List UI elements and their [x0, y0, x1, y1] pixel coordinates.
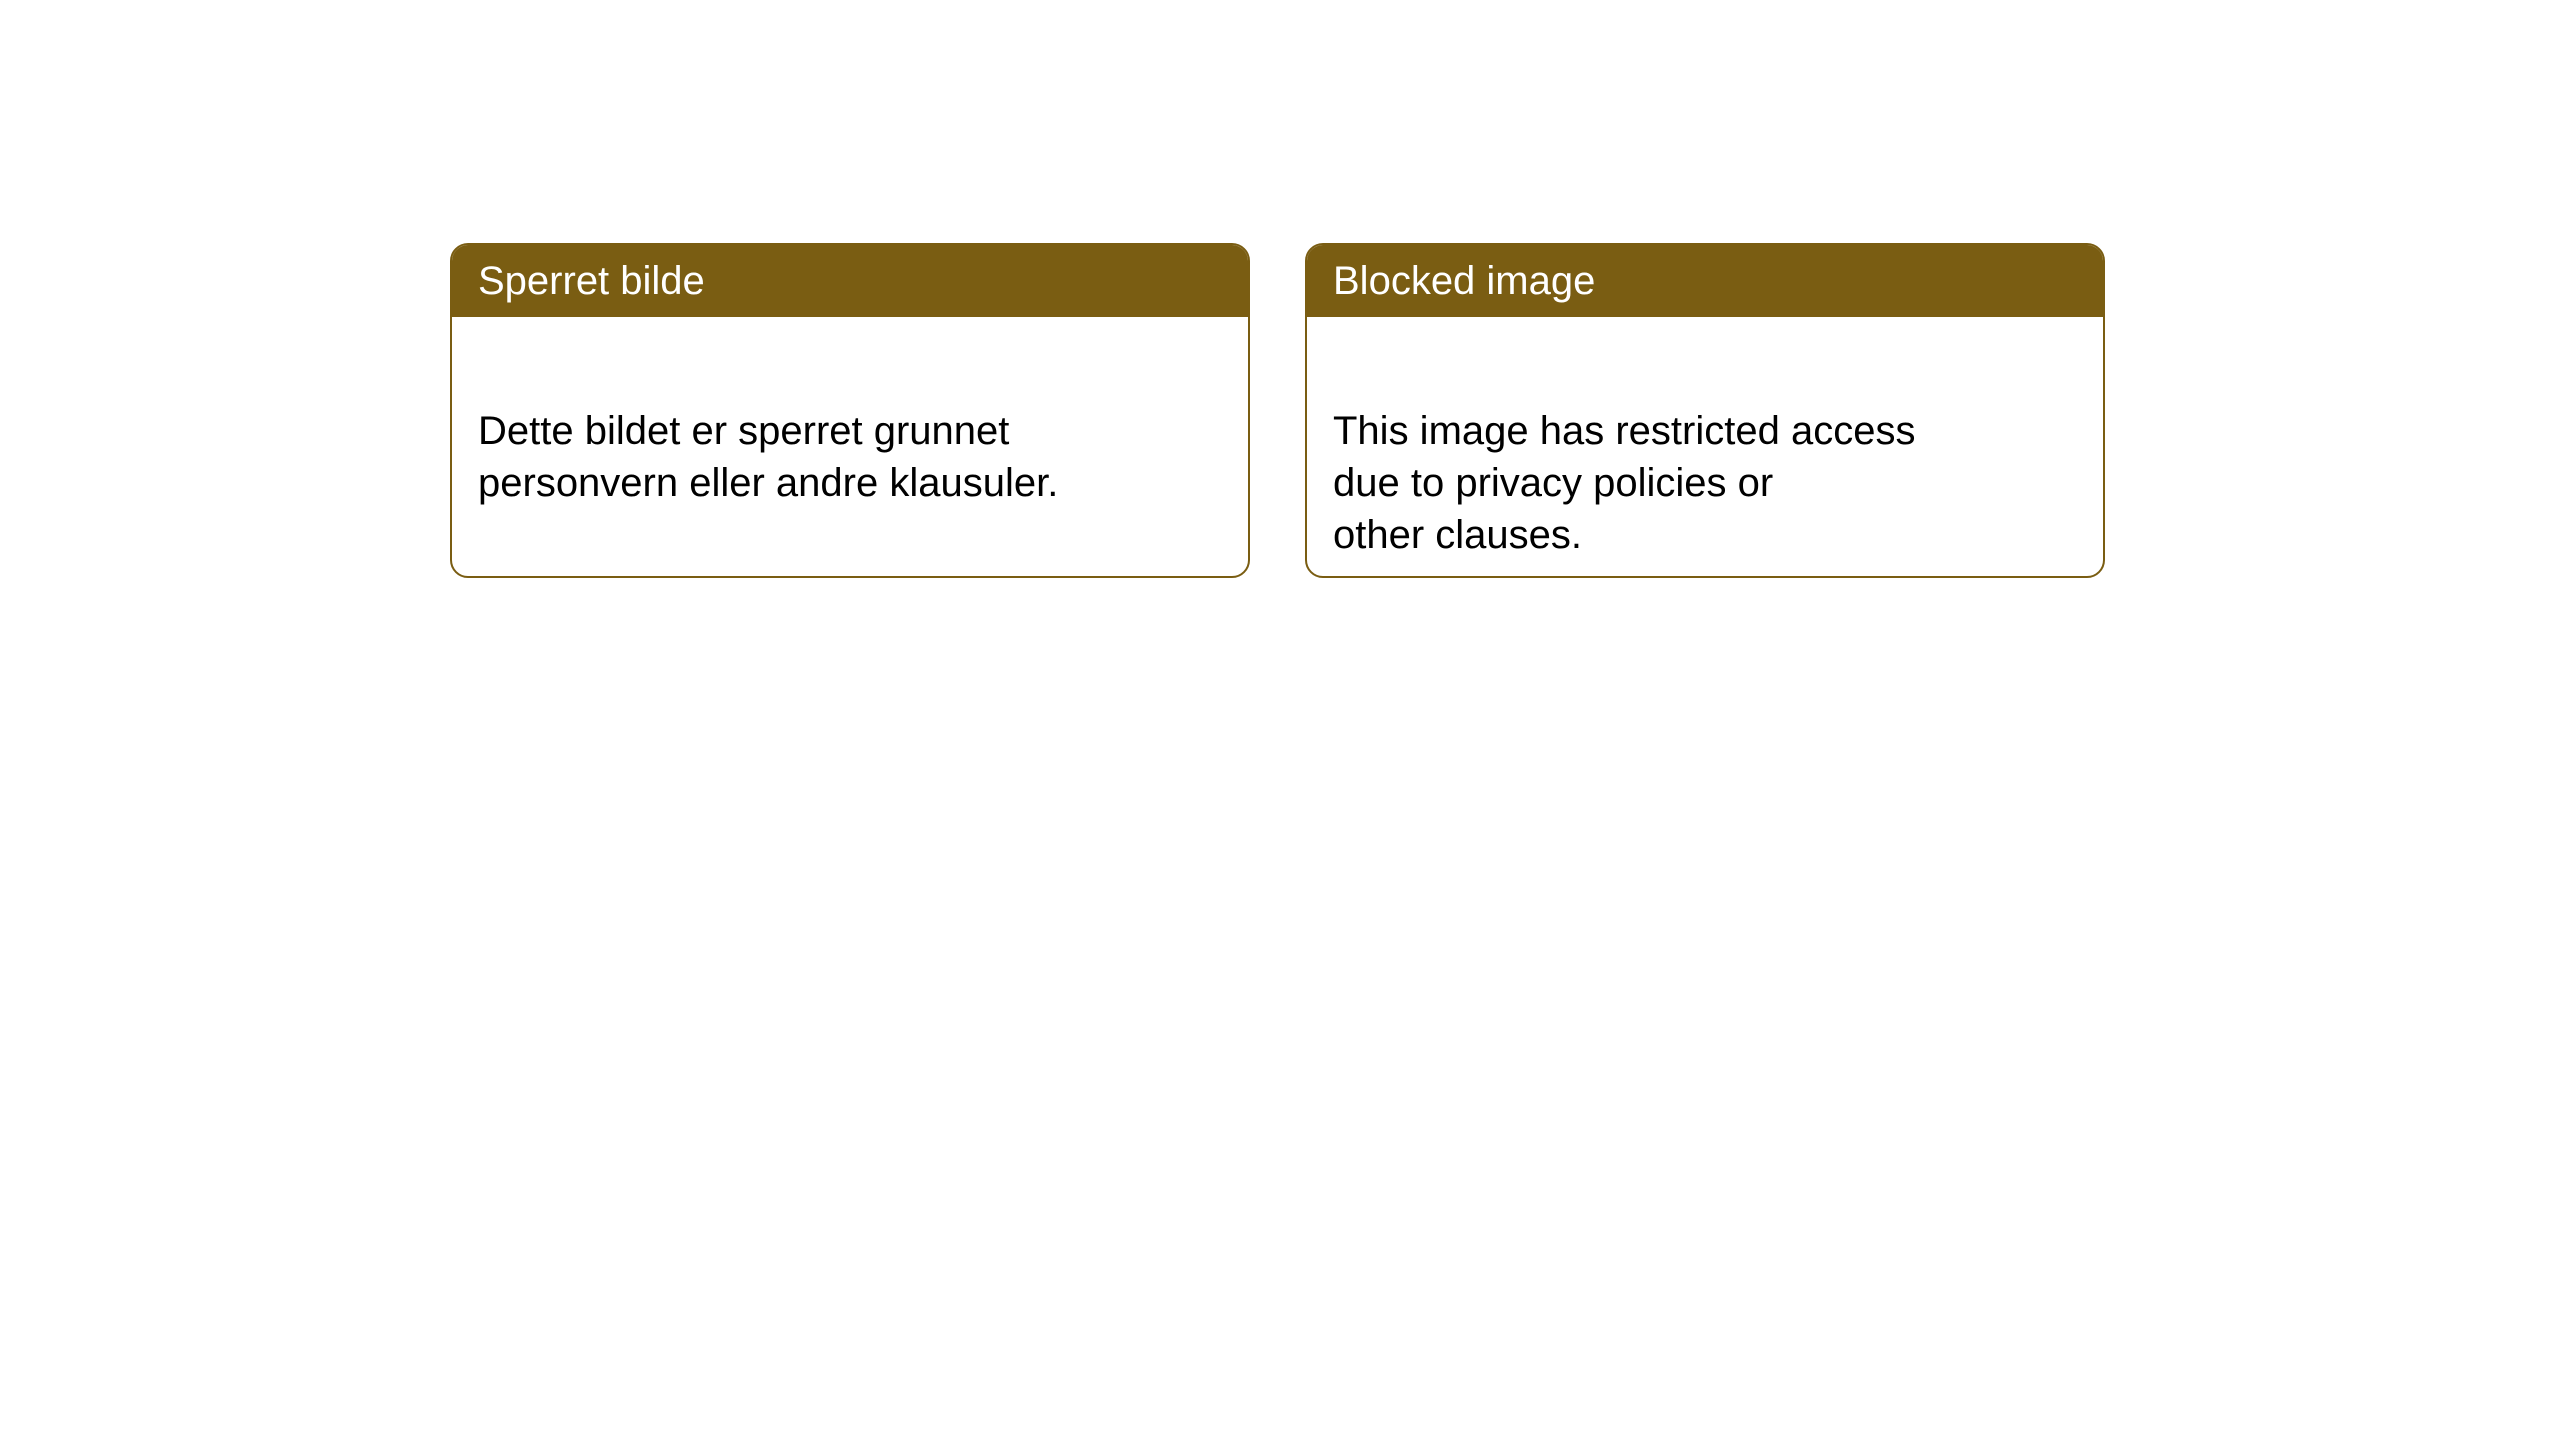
card-body-en: This image has restricted access due to …: [1307, 317, 2103, 578]
notice-container: Sperret bilde Dette bildet er sperret gr…: [0, 0, 2560, 578]
card-header-no: Sperret bilde: [452, 245, 1248, 317]
notice-card-norwegian: Sperret bilde Dette bildet er sperret gr…: [450, 243, 1250, 578]
notice-card-english: Blocked image This image has restricted …: [1305, 243, 2105, 578]
card-header-en: Blocked image: [1307, 245, 2103, 317]
card-title-no: Sperret bilde: [478, 259, 705, 303]
card-title-en: Blocked image: [1333, 259, 1595, 303]
card-text-no: Dette bildet er sperret grunnet personve…: [478, 409, 1058, 505]
card-text-en: This image has restricted access due to …: [1333, 409, 1915, 557]
card-body-no: Dette bildet er sperret grunnet personve…: [452, 317, 1248, 545]
